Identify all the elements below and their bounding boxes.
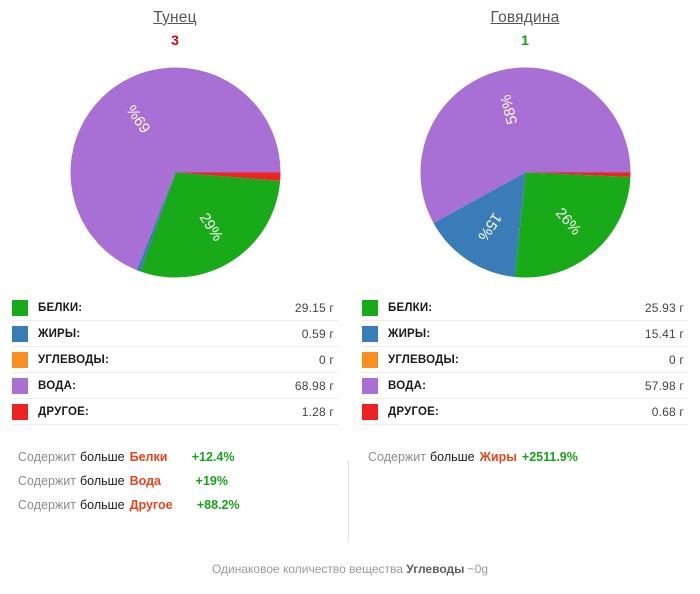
- food-rank-left: 3: [171, 32, 179, 48]
- swatch-protein-icon: [12, 299, 28, 316]
- nutrient-value: 25.93 г: [644, 300, 684, 315]
- comparison-nutrient: Жиры: [479, 450, 517, 464]
- comparison-list-right: Содержит больше Жиры +2511.9%: [350, 450, 700, 474]
- swatch-carbs-icon: [362, 351, 378, 368]
- food-title-left[interactable]: Тунец: [153, 9, 197, 26]
- comparison-row: Содержит больше Другое +88.2%: [18, 498, 350, 522]
- nutrient-value: 1.28 г: [301, 404, 334, 419]
- pie-slice[interactable]: [420, 67, 630, 223]
- table-row[interactable]: БЕЛКИ: 29.15 г: [12, 295, 338, 321]
- comparison-prefix: Содержит: [368, 450, 426, 464]
- footer-nutrient: Углеводы: [406, 562, 465, 576]
- table-row[interactable]: ДРУГОЕ: 1.28 г: [12, 399, 338, 425]
- comparison-nutrient: Белки: [129, 450, 168, 464]
- pie-slice[interactable]: [525, 172, 630, 177]
- swatch-water-icon: [12, 377, 28, 394]
- comparison-column-right: Говядина 1 26% 15% 58% БЕЛКИ: 25.93 г ЖИРЫ…: [350, 0, 700, 522]
- swatch-other-icon: [12, 403, 28, 420]
- nutrient-label: ЖИРЫ:: [388, 327, 431, 340]
- table-row[interactable]: ВОДА: 68.98 г: [12, 373, 338, 399]
- table-row[interactable]: ЖИРЫ: 0.59 г: [12, 321, 338, 347]
- pie-chart-left: 29%69%: [70, 67, 280, 278]
- comparison-row: Содержит больше Белки +12.4%: [18, 450, 350, 474]
- comparison-column-left: Тунец 3 29% 69% БЕЛКИ: 29.15 г ЖИРЫ: 0.59…: [0, 0, 350, 522]
- nutrient-value: 0.59 г: [301, 326, 334, 341]
- comparison-mid: больше: [79, 450, 125, 464]
- food-rank-right: 1: [521, 32, 529, 48]
- swatch-fat-icon: [362, 325, 378, 342]
- table-row[interactable]: ЖИРЫ: 15.41 г: [362, 321, 688, 347]
- comparison-prefix: Содержит: [18, 474, 76, 488]
- pie-chart-right-wrapper: 26% 15% 58%: [350, 50, 700, 295]
- nutrient-value: 0 г: [319, 352, 334, 367]
- nutrient-table-right: БЕЛКИ: 25.93 г ЖИРЫ: 15.41 г УГЛЕВОДЫ: 0…: [362, 295, 688, 425]
- swatch-water-icon: [362, 377, 378, 394]
- food-comparison: Тунец 3 29% 69% БЕЛКИ: 29.15 г ЖИРЫ: 0.59…: [0, 0, 700, 522]
- food-header-left: Тунец 3: [0, 0, 350, 50]
- food-title-right[interactable]: Говядина: [490, 9, 560, 26]
- pie-chart-right: 26%15%58%: [420, 67, 630, 278]
- comparison-percent: +19%: [195, 474, 228, 488]
- nutrient-table-left: БЕЛКИ: 29.15 г ЖИРЫ: 0.59 г УГЛЕВОДЫ: 0 …: [12, 295, 338, 425]
- nutrient-value: 57.98 г: [644, 378, 684, 393]
- comparison-nutrient: Другое: [129, 498, 173, 512]
- pie-chart-left-wrapper: 29% 69%: [0, 50, 350, 295]
- pie-slice[interactable]: [432, 172, 525, 277]
- footer-text: Одинаковое количество вещества: [211, 562, 403, 576]
- nutrient-label: ДРУГОЕ:: [388, 405, 440, 418]
- nutrient-label: ДРУГОЕ:: [38, 405, 90, 418]
- comparison-mid: больше: [79, 498, 125, 512]
- pie-slice-label: 58%: [497, 93, 521, 126]
- comparison-list-left: Содержит больше Белки +12.4% Содержит бо…: [0, 450, 350, 522]
- comparison-percent: +2511.9%: [521, 450, 578, 464]
- footer-note: Одинаковое количество вещества Углеводы …: [0, 562, 700, 576]
- pie-slice[interactable]: [70, 67, 280, 271]
- swatch-protein-icon: [362, 299, 378, 316]
- table-row[interactable]: БЕЛКИ: 25.93 г: [362, 295, 688, 321]
- nutrient-label: БЕЛКИ:: [38, 301, 83, 314]
- swatch-fat-icon: [12, 325, 28, 342]
- column-divider: [348, 460, 349, 542]
- nutrient-label: БЕЛКИ:: [388, 301, 433, 314]
- nutrient-label: ВОДА:: [388, 379, 427, 392]
- pie-slice[interactable]: [514, 172, 630, 278]
- comparison-nutrient: Вода: [129, 474, 161, 488]
- comparison-prefix: Содержит: [18, 450, 76, 464]
- comparison-prefix: Содержит: [18, 498, 76, 512]
- swatch-carbs-icon: [12, 351, 28, 368]
- food-header-right: Говядина 1: [350, 0, 700, 50]
- table-row[interactable]: ДРУГОЕ: 0.68 г: [362, 399, 688, 425]
- swatch-other-icon: [362, 403, 378, 420]
- comparison-mid: больше: [79, 474, 125, 488]
- nutrient-value: 15.41 г: [644, 326, 684, 341]
- table-row[interactable]: УГЛЕВОДЫ: 0 г: [12, 347, 338, 373]
- footer-amount: ~0g: [467, 562, 489, 576]
- comparison-percent: +12.4%: [191, 450, 235, 464]
- nutrient-value: 68.98 г: [294, 378, 334, 393]
- nutrient-value: 0 г: [669, 352, 684, 367]
- comparison-row: Содержит больше Жиры +2511.9%: [368, 450, 700, 474]
- comparison-percent: +88.2%: [196, 498, 240, 512]
- nutrient-label: УГЛЕВОДЫ:: [38, 353, 110, 366]
- comparison-mid: больше: [429, 450, 475, 464]
- nutrient-label: ВОДА:: [38, 379, 77, 392]
- nutrient-label: ЖИРЫ:: [38, 327, 81, 340]
- pie-slice[interactable]: [136, 172, 175, 272]
- nutrient-value: 29.15 г: [294, 300, 334, 315]
- nutrient-label: УГЛЕВОДЫ:: [388, 353, 460, 366]
- pie-slice[interactable]: [139, 172, 280, 278]
- table-row[interactable]: ВОДА: 57.98 г: [362, 373, 688, 399]
- nutrient-value: 0.68 г: [651, 404, 684, 419]
- pie-slice[interactable]: [175, 172, 280, 181]
- comparison-row: Содержит больше Вода +19%: [18, 474, 350, 498]
- table-row[interactable]: УГЛЕВОДЫ: 0 г: [362, 347, 688, 373]
